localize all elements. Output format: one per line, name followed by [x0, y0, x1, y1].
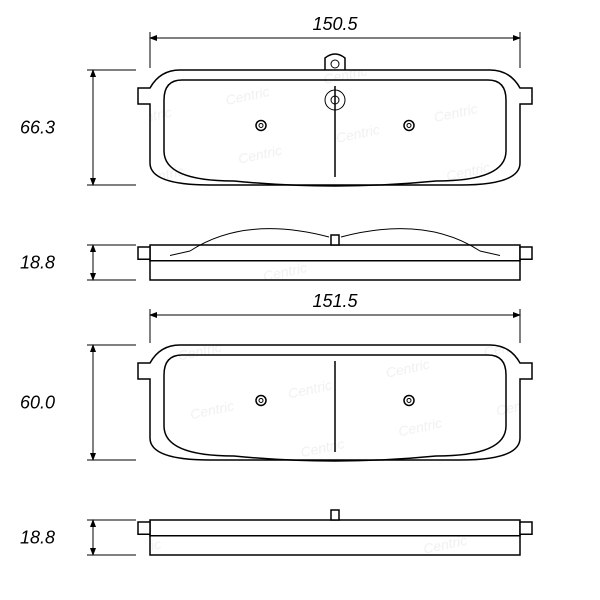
dim-bot-height: 60.0 [20, 393, 55, 413]
dim-bot-thk: 18.8 [20, 528, 55, 548]
dim-top-width: 150.5 [312, 14, 358, 34]
brake-pad-technical-drawing: Centric 150.566.318.8151.560.018.8 [0, 0, 600, 600]
dim-top-height: 66.3 [20, 118, 55, 138]
dim-mid-thk: 18.8 [20, 253, 55, 273]
dim-bot-width: 151.5 [312, 291, 358, 311]
